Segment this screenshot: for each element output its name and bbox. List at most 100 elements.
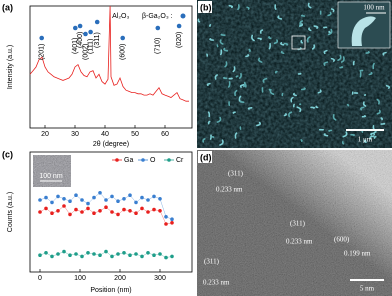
nanowire bbox=[306, 36, 311, 43]
data-point bbox=[68, 199, 72, 203]
data-point bbox=[134, 200, 138, 205]
data-point bbox=[170, 254, 174, 259]
nanowire bbox=[283, 113, 287, 117]
nanowire bbox=[328, 30, 332, 34]
data-point bbox=[44, 251, 48, 255]
nanowire bbox=[385, 84, 391, 89]
lattice-plane: (311) bbox=[228, 170, 244, 178]
inset-texture bbox=[33, 155, 71, 187]
nanowire bbox=[268, 42, 271, 50]
nanowire bbox=[239, 83, 245, 88]
data-point bbox=[56, 209, 60, 213]
nanowire bbox=[359, 69, 364, 72]
nanowire bbox=[223, 47, 229, 52]
nanowire bbox=[234, 89, 238, 97]
data-point bbox=[146, 251, 150, 255]
data-point bbox=[146, 210, 150, 214]
data-point bbox=[98, 209, 102, 213]
nanowire bbox=[327, 11, 332, 17]
nanowire bbox=[323, 49, 328, 55]
data-point bbox=[116, 252, 120, 256]
data-point bbox=[164, 215, 168, 219]
data-point bbox=[116, 199, 120, 203]
nanowire bbox=[206, 82, 211, 87]
peak-marker bbox=[176, 23, 182, 29]
nanowire bbox=[311, 44, 316, 50]
nanowire bbox=[317, 89, 322, 94]
data-point bbox=[158, 252, 162, 256]
x-tick-label: 60 bbox=[161, 131, 169, 138]
peak-label: (401) bbox=[72, 38, 79, 54]
data-point bbox=[116, 212, 120, 217]
data-point bbox=[164, 255, 168, 260]
nanowire bbox=[222, 76, 228, 80]
data-point bbox=[134, 252, 138, 256]
nanowire bbox=[209, 38, 215, 41]
data-point bbox=[92, 195, 96, 200]
nanowire bbox=[368, 71, 373, 76]
peak-label: (400) bbox=[77, 32, 84, 48]
panel-label: (b) bbox=[200, 2, 212, 12]
nanowires bbox=[197, 2, 391, 146]
data-point bbox=[38, 210, 42, 214]
substrate-label: Al₂O₃ bbox=[112, 13, 129, 20]
nanowire bbox=[380, 122, 386, 125]
nanowire bbox=[245, 54, 250, 58]
data-point bbox=[170, 217, 174, 221]
legend-marker bbox=[180, 13, 186, 19]
peak-label: (020) bbox=[176, 32, 183, 48]
peak-label: (002) bbox=[82, 44, 89, 60]
panel-label-bg bbox=[198, 151, 212, 163]
nanowire bbox=[340, 56, 345, 63]
data-point bbox=[158, 197, 162, 201]
nanowire bbox=[197, 18, 201, 23]
data-point bbox=[56, 252, 60, 256]
nanowire bbox=[376, 109, 381, 115]
peak-label: (201) bbox=[39, 44, 46, 60]
nanowire bbox=[323, 133, 329, 137]
nanowire bbox=[373, 135, 377, 139]
nanowire bbox=[211, 136, 215, 139]
data-point bbox=[110, 210, 114, 214]
nanowire bbox=[277, 15, 283, 20]
nanowire bbox=[220, 33, 226, 37]
data-point bbox=[158, 209, 162, 213]
nanowire bbox=[219, 49, 223, 56]
panel-label: (a) bbox=[2, 2, 13, 12]
data-point bbox=[140, 195, 144, 200]
nanowire bbox=[216, 116, 222, 123]
nanowire bbox=[300, 87, 306, 91]
legend-marker bbox=[141, 158, 145, 162]
legend-label: Cr bbox=[176, 157, 184, 164]
peak-label: (600) bbox=[120, 44, 127, 60]
x-tick-label: 40 bbox=[101, 131, 109, 138]
data-point bbox=[50, 254, 54, 259]
nanowire bbox=[315, 105, 319, 109]
nanowire bbox=[214, 74, 218, 80]
data-point bbox=[62, 204, 66, 208]
data-point bbox=[50, 200, 54, 205]
data-point bbox=[80, 198, 84, 202]
data-point bbox=[122, 197, 126, 201]
data-point bbox=[110, 194, 114, 199]
x-tick-label: 0 bbox=[38, 275, 42, 282]
legend-label: β-Ga₂O₃ : bbox=[142, 13, 173, 20]
x-tick-label: 50 bbox=[131, 131, 139, 138]
sem-inset bbox=[337, 1, 391, 49]
plot-frame bbox=[29, 151, 193, 273]
peak-label: (710) bbox=[155, 38, 162, 54]
data-point bbox=[122, 251, 126, 255]
data-point bbox=[146, 198, 150, 202]
nanowire bbox=[372, 62, 375, 70]
panel-label-bg bbox=[198, 1, 212, 13]
x-tick-label: 300 bbox=[154, 275, 166, 282]
data-point bbox=[56, 194, 60, 199]
peak-marker bbox=[94, 19, 100, 25]
nanowire bbox=[207, 120, 211, 125]
nanowire bbox=[346, 103, 350, 107]
nanowire bbox=[234, 132, 238, 139]
nanowire bbox=[332, 114, 337, 121]
data-point bbox=[86, 201, 90, 206]
nanowire bbox=[292, 92, 297, 97]
